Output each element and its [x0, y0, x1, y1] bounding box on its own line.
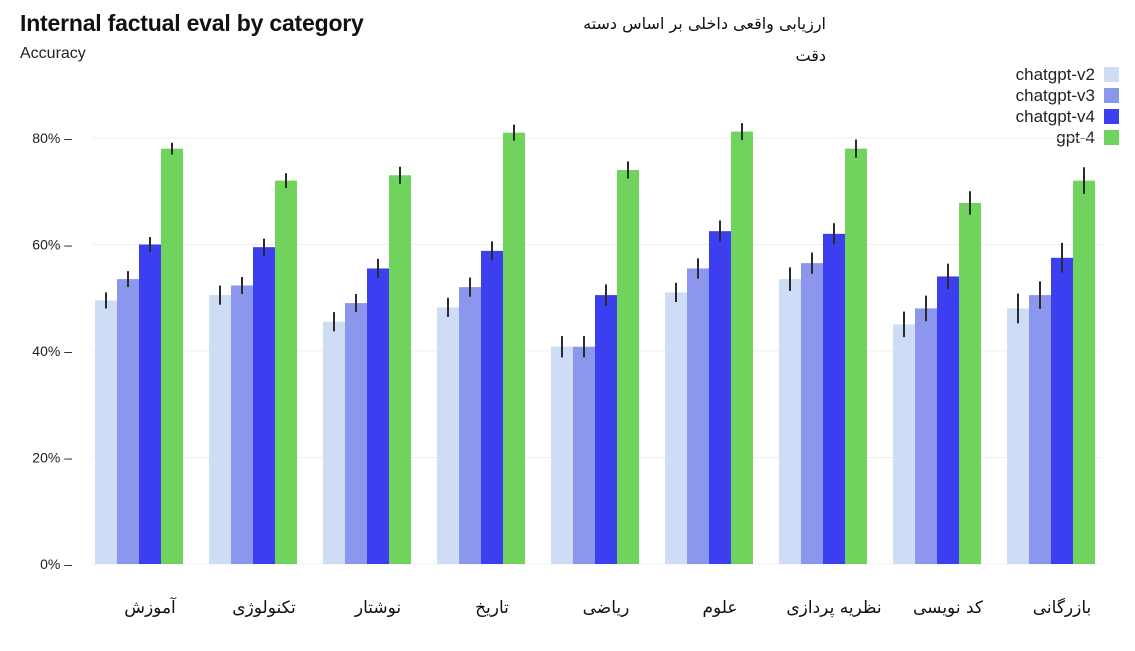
bar	[959, 202, 981, 564]
legend-swatch	[1104, 130, 1119, 145]
bar	[845, 148, 867, 564]
x-category-label: تکنولوژی	[232, 598, 296, 618]
y-tick-label: 20% –	[32, 450, 72, 466]
bar	[345, 303, 367, 564]
legend-swatch	[1104, 67, 1119, 82]
bar	[1029, 295, 1051, 564]
y-tick-label: 0% –	[40, 556, 72, 572]
legend-swatch	[1104, 88, 1119, 103]
chart-title: Internal factual eval by category	[20, 10, 364, 36]
bar	[731, 131, 753, 565]
bar	[665, 292, 687, 564]
bar	[323, 321, 345, 564]
bar	[459, 287, 481, 564]
bar	[209, 295, 231, 564]
bar	[95, 300, 117, 564]
bar	[709, 231, 731, 564]
y-tick-label: 60% –	[32, 237, 72, 253]
bar	[893, 324, 915, 564]
chart-title-persian: ارزیابی واقعی داخلی بر اساس دسته	[583, 14, 826, 33]
y-axis-label: Accuracy	[20, 45, 86, 62]
legend-item-chatgpt-v2: chatgpt-v2	[985, 64, 1125, 85]
bar	[573, 346, 595, 564]
x-category-label: نظریه پردازی	[786, 598, 881, 618]
bar	[551, 346, 573, 564]
bar	[503, 132, 525, 565]
x-category-label: بازرگانی	[1033, 597, 1092, 618]
bar	[437, 307, 459, 564]
x-category-label: ریاضی	[583, 598, 630, 618]
bar	[139, 244, 161, 564]
legend-swatch	[1104, 109, 1119, 124]
bar	[367, 268, 389, 564]
bar	[1073, 180, 1095, 564]
legend-label: chatgpt-v2	[1015, 65, 1095, 84]
x-category-label: نوشتار	[354, 598, 401, 618]
y-tick-label: 40% –	[32, 343, 72, 359]
bar	[1007, 308, 1029, 564]
bar	[389, 175, 411, 564]
bar	[915, 308, 937, 564]
bar	[161, 148, 183, 564]
legend-label: chatgpt-v3	[1015, 86, 1095, 105]
bar	[253, 247, 275, 564]
bar	[1051, 257, 1073, 564]
bar	[595, 295, 617, 564]
legend-item-chatgpt-v4: chatgpt-v4	[985, 106, 1125, 127]
y-axis-label-persian: دقت	[795, 46, 826, 65]
bar	[779, 279, 801, 564]
legend-label: chatgpt-v4	[1015, 107, 1095, 126]
bar	[801, 263, 823, 564]
y-tick-label: 80% –	[32, 130, 72, 146]
x-category-label: علوم	[702, 598, 737, 618]
bar	[687, 268, 709, 564]
legend-item-chatgpt-v3: chatgpt-v3	[985, 85, 1125, 106]
x-category-label: تاریخ	[475, 598, 509, 618]
bar	[275, 180, 297, 564]
bar	[231, 285, 253, 564]
bar	[117, 279, 139, 564]
bar	[823, 233, 845, 564]
x-category-label: کد نویسی	[913, 598, 984, 618]
bar	[937, 276, 959, 564]
x-category-label: آموزش	[124, 596, 177, 618]
bar	[617, 169, 639, 564]
bar	[481, 250, 503, 564]
